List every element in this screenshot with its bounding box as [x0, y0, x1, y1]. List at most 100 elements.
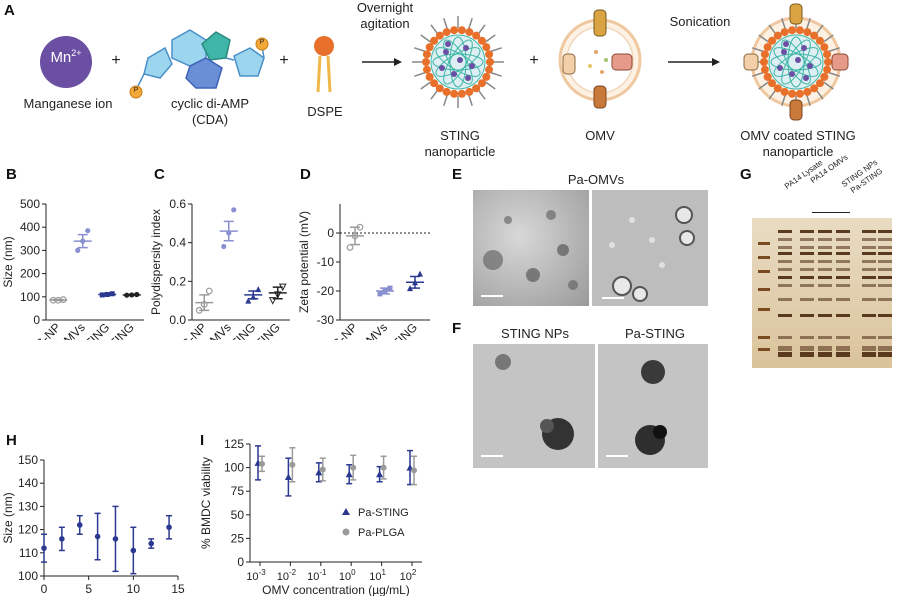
x-tick-label: 0: [41, 582, 48, 596]
y-tick-label: 150: [18, 453, 38, 467]
y-tick-label: -10: [317, 255, 335, 269]
y-tick-label: 200: [20, 267, 40, 281]
gel-band: [862, 230, 876, 233]
data-point: [284, 473, 292, 481]
panel-letter-h: H: [6, 432, 17, 449]
data-point: [356, 223, 364, 231]
gel-band: [800, 230, 814, 233]
data-point: [99, 292, 105, 298]
gel-band: [778, 352, 792, 357]
gel-band: [836, 230, 850, 233]
lane-group-bar: [812, 212, 850, 213]
panel-f-left-title: STING NPs: [501, 326, 569, 341]
gel-band: [818, 352, 832, 357]
gel-band: [778, 314, 792, 317]
y-axis-label: Size (nm): [1, 492, 15, 543]
step1-label-line2: agitation: [360, 16, 410, 31]
gel-band: [778, 252, 792, 255]
y-tick-label: 140: [18, 476, 38, 490]
x-tick-label: 10-3: [246, 568, 266, 583]
y-tick-label: 0.6: [169, 197, 186, 211]
data-point: [380, 464, 387, 471]
y-tick-label: 130: [18, 499, 38, 513]
data-point: [245, 297, 252, 304]
panel-letter-i: I: [200, 432, 205, 449]
gel-band: [778, 230, 792, 233]
data-point: [231, 207, 237, 213]
data-point: [377, 291, 383, 297]
gel-band: [818, 276, 832, 279]
data-point: [268, 297, 277, 305]
data-point: [255, 286, 262, 293]
gel-band: [818, 284, 832, 287]
legend-label: Pa-STING: [358, 507, 409, 519]
data-point: [205, 287, 213, 295]
data-point: [75, 247, 81, 253]
gel-band: [818, 346, 832, 351]
gel-ladder-band: [758, 288, 770, 291]
gel-band: [862, 238, 876, 241]
plus-2: +: [279, 52, 289, 69]
gel-band: [818, 314, 832, 317]
cda-label-line2: (CDA): [191, 112, 229, 127]
y-axis-label: % BMDC viability: [199, 457, 213, 549]
gel-band: [862, 284, 876, 287]
gel-band: [778, 346, 792, 351]
gel-band: [862, 276, 876, 279]
data-point: [226, 230, 232, 236]
gel-band: [862, 268, 876, 271]
data-point: [382, 288, 388, 294]
gel-band: [862, 298, 876, 301]
x-tick-label: 15: [171, 582, 185, 596]
mn-label: Manganese ion: [23, 96, 113, 111]
y-tick-label: -30: [317, 313, 335, 327]
gel-band: [862, 352, 876, 357]
x-tick-label: 10-2: [277, 568, 297, 583]
gel-band: [778, 298, 792, 301]
dspe-lipid-icon: [314, 36, 334, 93]
gel-band: [800, 298, 814, 301]
data-point: [315, 468, 323, 476]
y-tick-label: 0: [33, 313, 40, 327]
gel-band: [836, 346, 850, 351]
data-point: [412, 279, 418, 286]
y-tick-label: 25: [231, 531, 245, 545]
gel-band: [836, 246, 850, 249]
panel-letter-c: C: [154, 166, 165, 183]
data-point: [104, 291, 110, 297]
panel-letter-a: A: [4, 2, 15, 19]
gel-band: [800, 336, 814, 339]
gel-band: [800, 284, 814, 287]
data-point: [346, 244, 354, 251]
data-point: [129, 292, 135, 298]
gel-band: [836, 268, 850, 271]
gel-band: [800, 252, 814, 255]
y-tick-label: 125: [224, 437, 244, 451]
gel-ladder-band: [758, 336, 770, 339]
y-tick-label: 300: [20, 243, 40, 257]
gel-band: [818, 230, 832, 233]
phosphate-label-1: P: [133, 87, 139, 94]
gel-band: [878, 238, 892, 241]
y-tick-label: 100: [224, 461, 244, 475]
gel-band: [862, 260, 876, 263]
gel-band: [818, 238, 832, 241]
y-tick-label: 0.2: [169, 274, 186, 288]
gel-ladder-band: [758, 348, 770, 351]
data-point: [134, 291, 140, 298]
panel-f-right-title: Pa-STING: [625, 326, 685, 341]
gel-band: [836, 276, 850, 279]
x-tick-label: 10: [127, 582, 141, 596]
gel-band: [878, 314, 892, 317]
data-point: [59, 296, 67, 303]
gel-band: [862, 346, 876, 351]
gel-band: [878, 284, 892, 287]
data-point: [278, 283, 287, 292]
schematic-svg: [40, 3, 849, 121]
x-tick-label: 5: [85, 582, 92, 596]
panel-letter-d: D: [300, 166, 311, 183]
tem-image-pa-omvs-low-mag: [473, 190, 589, 306]
x-tick-label: 102: [400, 568, 417, 583]
data-point: [345, 470, 353, 478]
